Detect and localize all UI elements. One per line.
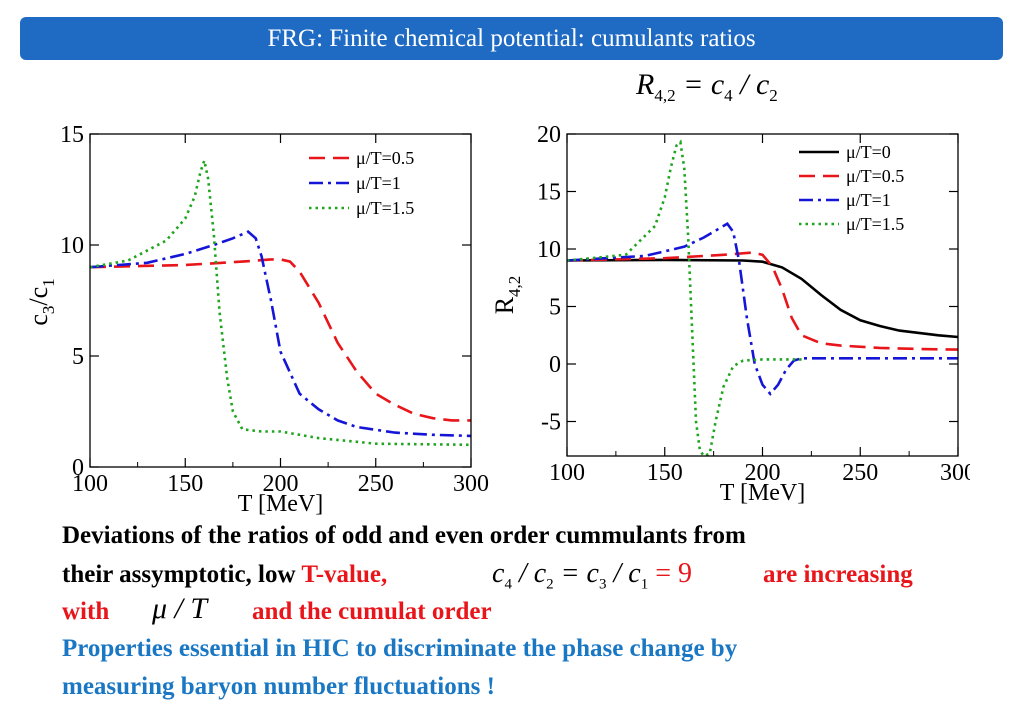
c3-c1-chart: 100 150 200 250 300 0 5 10 15 T [MeV] c3/c1 μ/T=0.5… xyxy=(24,122,489,517)
eq-equals-9: = 9 xyxy=(648,558,692,589)
y-axis-label: c3/c1 xyxy=(24,278,58,325)
y-tick-label: 15 xyxy=(60,122,84,148)
text-cumulant-order: and the cumulat order xyxy=(252,598,492,625)
series-line-3 xyxy=(90,155,471,447)
series-line-2 xyxy=(567,251,958,351)
x-tick-label: 150 xyxy=(167,471,203,497)
eq-c4: c xyxy=(492,558,505,589)
y-tick-label: 5 xyxy=(72,344,84,370)
x-tick-label: 200 xyxy=(263,471,299,497)
y-tick-label: 15 xyxy=(537,180,561,206)
page-title: FRG: Finite chemical potential: cumulant… xyxy=(267,25,756,52)
x-tick-label: 250 xyxy=(358,471,394,497)
series-line-1 xyxy=(90,258,471,422)
x-tick-label: 100 xyxy=(549,460,585,486)
eq-c2-sub: 2 xyxy=(546,576,554,593)
legend-label: μ/T=1 xyxy=(356,173,401,193)
formula-eq: = c xyxy=(675,68,725,101)
x-axis-label: T [MeV] xyxy=(720,480,806,506)
eq-slash-2: / c xyxy=(606,558,641,589)
eq-slash-1: / c xyxy=(511,558,547,589)
formula-r: R xyxy=(636,68,655,101)
y-tick-label: 0 xyxy=(72,455,84,481)
formula-slash: / c xyxy=(732,68,770,101)
text-with: with xyxy=(62,598,110,625)
text-line-5: measuring baryon number fluctuations ! xyxy=(62,673,495,700)
cumulant-equation: c4 / c2 = c3 / c1 = 9 xyxy=(492,558,692,594)
legend-label: μ/T=0.5 xyxy=(846,166,904,186)
r42-chart: 100 150 200 250 300 -5 0 5 10 15 20 T [MeV] R4,2 μ/T=… xyxy=(490,122,970,506)
series-line-4 xyxy=(567,139,802,456)
y-axis-label: R4,2 xyxy=(490,276,524,315)
series-line-1 xyxy=(567,258,958,339)
y-tick-label: -5 xyxy=(541,410,561,436)
x-tick-label: 150 xyxy=(647,460,683,486)
text-line-2-start: their assymptotic, low xyxy=(62,561,302,588)
text-tvalue: T-value, xyxy=(301,561,388,588)
eq-c4-sub: 4 xyxy=(504,576,512,593)
text-line-2: their assymptotic, low T-value, xyxy=(62,561,387,589)
x-tick-label: 300 xyxy=(453,471,489,497)
title-banner: FRG: Finite chemical potential: cumulant… xyxy=(20,17,1003,60)
legend-label: μ/T=1.5 xyxy=(356,198,414,218)
mu-over-t: μ / T xyxy=(152,592,208,625)
y-tick-label: 5 xyxy=(549,295,561,321)
formula-c4-sub: 4 xyxy=(724,86,733,105)
legend-label: μ/T=1.5 xyxy=(846,214,904,234)
x-tick-label: 200 xyxy=(745,460,781,486)
x-tick-label: 300 xyxy=(940,460,970,486)
x-tick-label: 100 xyxy=(72,471,108,497)
series-line-3 xyxy=(567,221,958,396)
eq-c3-sub: 3 xyxy=(598,576,607,593)
y-tick-label: 10 xyxy=(537,237,561,263)
x-tick-label: 250 xyxy=(842,460,878,486)
series-line-2 xyxy=(90,230,471,438)
text-line-1: Deviations of the ratios of odd and even… xyxy=(62,522,746,549)
eq-c1-sub: 1 xyxy=(640,576,649,593)
text-increasing: are increasing xyxy=(763,561,913,588)
legend-label: μ/T=0 xyxy=(846,142,891,162)
text-line-4: Properties essential in HIC to discrimin… xyxy=(62,635,738,662)
legend-label: μ/T=0.5 xyxy=(356,148,414,168)
formula-r-sub: 4,2 xyxy=(654,86,676,105)
eq-equals-c: = c xyxy=(553,558,599,589)
y-tick-label: 10 xyxy=(60,233,84,259)
y-tick-label: 20 xyxy=(537,122,561,148)
y-tick-label: 0 xyxy=(549,352,561,378)
legend-label: μ/T=1 xyxy=(846,190,891,210)
x-axis-label: T [MeV] xyxy=(238,491,324,517)
formula-c2-sub: 2 xyxy=(769,86,778,105)
plot-frame xyxy=(89,133,472,468)
r42-formula: R4,2 = c4 / c2 xyxy=(636,68,778,106)
